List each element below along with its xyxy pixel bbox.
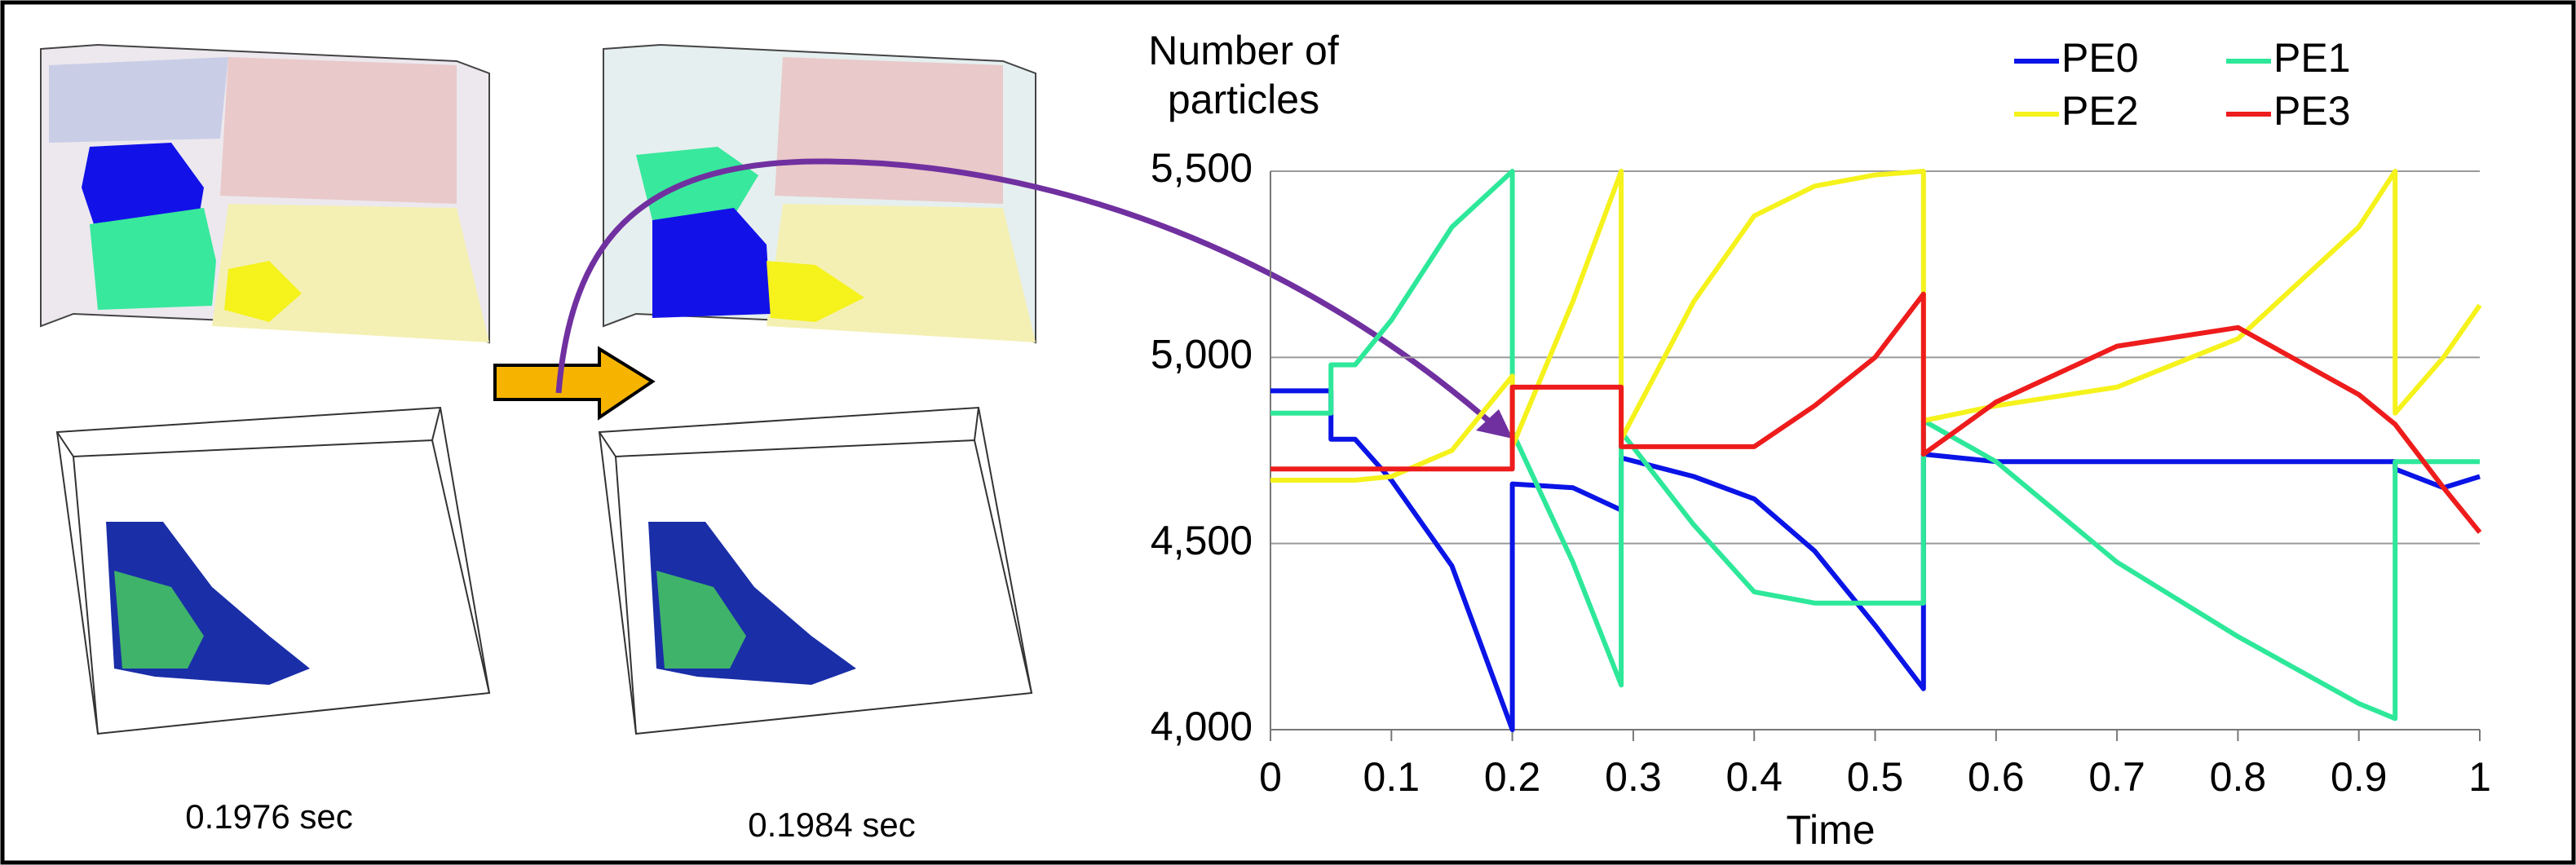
illustration-bottom (57, 408, 1032, 734)
caption: 0.1976 sec (185, 797, 353, 836)
series-line (1270, 294, 2480, 532)
y-tick-label: 5,500 (1151, 145, 1253, 191)
x-tick-label: 0 (1259, 754, 1282, 800)
y-tick-label: 5,000 (1151, 332, 1253, 377)
time-step-arrow (495, 349, 652, 417)
x-tick-label: 0.2 (1484, 754, 1541, 800)
legend-label: PE1 (2273, 35, 2351, 81)
y-axis-label: Number of particles (1109, 26, 1378, 124)
x-tick-label: 0.8 (2210, 754, 2267, 800)
x-tick-label: 0.9 (2331, 754, 2388, 800)
x-tick-label: 0.1 (1363, 754, 1421, 800)
x-tick-label: 1 (2468, 754, 2491, 800)
legend-label: PE3 (2273, 88, 2351, 134)
series-line (1270, 171, 2480, 718)
caption: 0.1984 sec (748, 805, 916, 844)
page: 0.1976 sec 0.1984 sec Time 4,000 4,500 5,0… (0, 0, 2576, 865)
y-tick-label: 4,500 (1151, 518, 1253, 563)
legend-label: PE2 (2061, 88, 2139, 134)
x-axis-label: Time (1786, 807, 1875, 853)
x-tick-label: 0.4 (1725, 754, 1783, 800)
series-line (1270, 391, 2480, 730)
x-tick-label: 0.6 (1968, 754, 2025, 800)
chart: 0.1976 sec 0.1984 sec Time 4,000 4,500 5,0… (0, 0, 2576, 865)
x-tick-label: 0.5 (1847, 754, 1904, 800)
y-tick-label: 4,000 (1151, 704, 1253, 749)
series-line (1270, 171, 2480, 480)
illustration-top-left (41, 45, 489, 342)
x-tick-label: 0.3 (1605, 754, 1662, 800)
x-tick-label: 0.7 (2088, 754, 2145, 800)
legend-label: PE0 (2061, 35, 2139, 81)
